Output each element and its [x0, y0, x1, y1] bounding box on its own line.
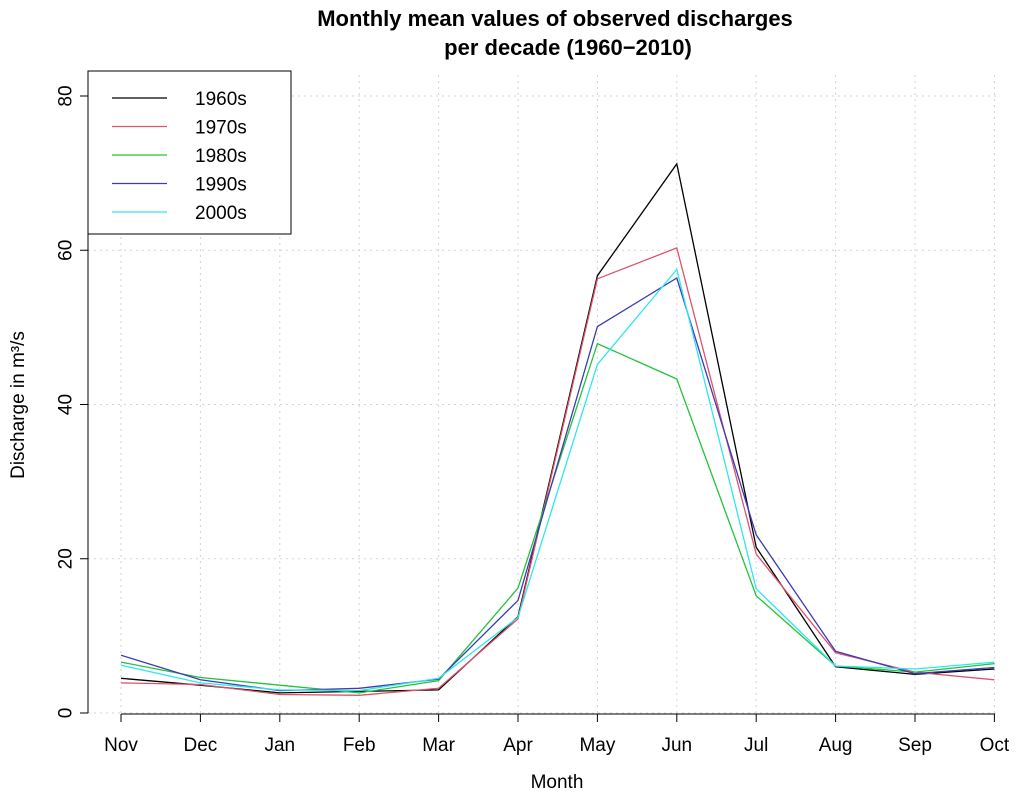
y-axis-label: Discharge in m³/s: [8, 331, 29, 479]
legend-label-1960s: 1960s: [195, 89, 247, 110]
y-tick-label: 40: [56, 394, 77, 415]
legend-items: 1960s 1970s 1980s 1990s 2000s: [112, 89, 247, 224]
x-tick-label: Sep: [898, 735, 932, 756]
x-tick-label: Aug: [819, 735, 853, 756]
series-line-2000s: [120, 268, 995, 692]
chart-title: Monthly mean values of observed discharg…: [317, 6, 793, 60]
x-tick-label: Oct: [980, 735, 1010, 756]
x-tick-label: Nov: [104, 735, 138, 756]
y-tick-label: 0: [56, 708, 77, 719]
x-tick-label: Jun: [661, 735, 692, 756]
x-tick-label: Jul: [744, 735, 768, 756]
legend-label-1990s: 1990s: [195, 175, 247, 196]
x-axis-ticks: Nov Dec Jan Feb Mar Apr May Jun Jul Aug Sep Oct: [104, 714, 1010, 756]
series-line-1980s: [120, 342, 995, 694]
y-axis-ticks: 0 20 40 60 80: [56, 85, 88, 719]
series-line-1960s: [120, 162, 995, 694]
y-tick-label: 60: [56, 240, 77, 261]
x-tick-label: Jan: [264, 735, 295, 756]
legend-label-1980s: 1980s: [195, 146, 247, 167]
x-tick-label: May: [579, 735, 615, 756]
x-tick-label: Mar: [422, 735, 455, 756]
legend-label-1970s: 1970s: [195, 118, 247, 139]
chart-title-line-1: Monthly mean values of observed discharg…: [317, 6, 793, 31]
legend: 1960s 1970s 1980s 1990s 2000s: [87, 70, 292, 235]
x-tick-label: Apr: [503, 735, 533, 756]
x-tick-label: Dec: [184, 735, 218, 756]
grid: [88, 75, 1000, 714]
series-line-1990s: [120, 277, 995, 692]
y-tick-label: 80: [56, 85, 77, 106]
chart-title-line-2: per decade (1960−2010): [444, 35, 692, 60]
x-tick-label: Feb: [343, 735, 376, 756]
y-tick-label: 20: [56, 548, 77, 569]
legend-box: [87, 70, 292, 235]
legend-label-2000s: 2000s: [195, 203, 247, 224]
x-axis-label: Month: [531, 772, 584, 793]
series-line-1970s: [120, 247, 995, 696]
series-lines: [120, 162, 995, 696]
